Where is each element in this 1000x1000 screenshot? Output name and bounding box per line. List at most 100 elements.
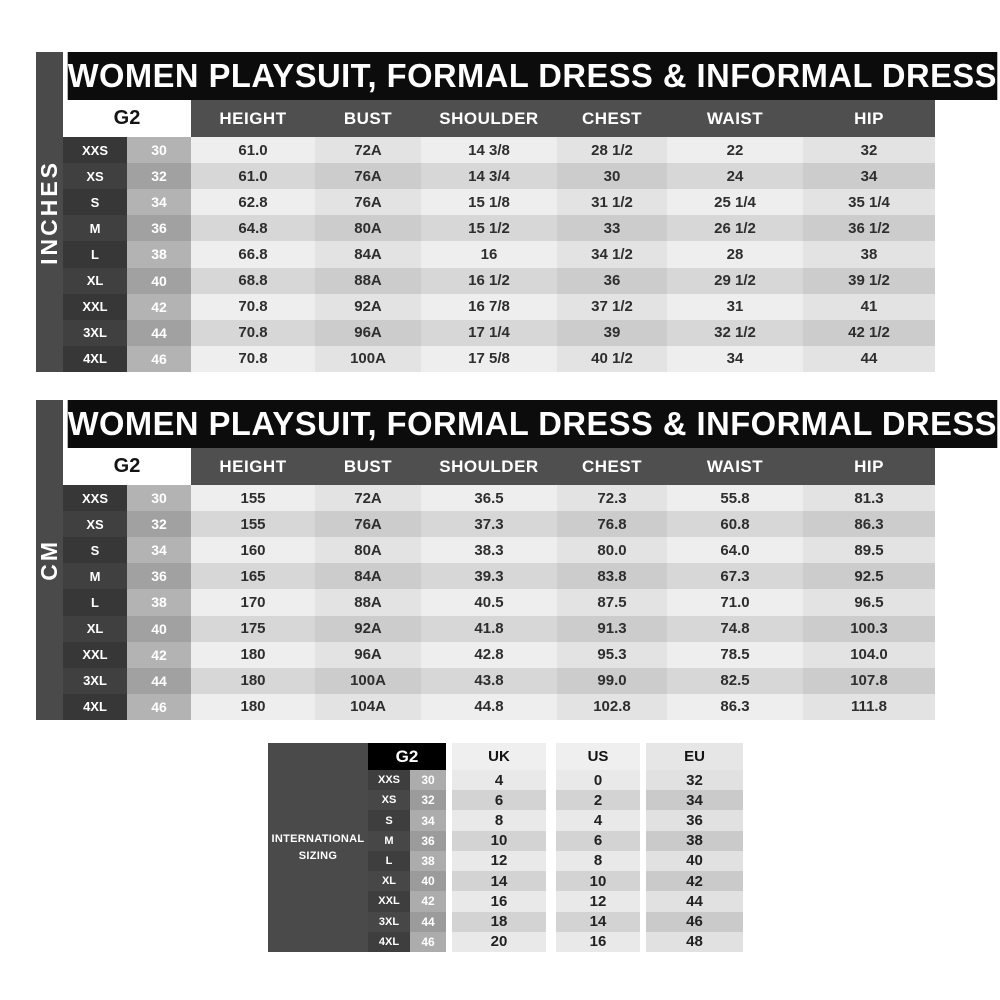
column-header-hip: HIP <box>803 100 935 137</box>
measurement-height: 155 <box>191 511 315 538</box>
measurement-hip: 89.5 <box>803 537 935 564</box>
column-gap <box>546 932 556 952</box>
measurement-height: 70.8 <box>191 293 315 320</box>
size-eu: 48 <box>646 931 743 952</box>
size-label: M <box>63 215 127 242</box>
measurement-bust: 92A <box>315 615 421 642</box>
size-us: 4 <box>556 810 640 831</box>
table-body: G2 UK US EU XXS 30 4 0 32 XS 32 6 2 34 S 34 8 4 36 M 36 10 6… <box>368 743 743 952</box>
measurement-shoulder: 42.8 <box>421 641 557 668</box>
measurement-bust: 84A <box>315 241 421 268</box>
size-row-4xl: 4XL 46 70.8 100A 17 5/8 40 1/2 34 44 <box>63 345 1000 372</box>
measurement-height: 70.8 <box>191 319 315 346</box>
size-label: XS <box>63 163 127 190</box>
column-header-hip: HIP <box>803 448 935 485</box>
g2-size-value: 38 <box>410 850 446 872</box>
column-header-height: HEIGHT <box>191 100 315 137</box>
size-label: 3XL <box>63 667 127 694</box>
size-uk: 12 <box>452 850 546 872</box>
size-label: XXL <box>368 891 410 912</box>
size-label: M <box>63 563 127 590</box>
size-uk: 20 <box>452 931 546 952</box>
column-header-chest: CHEST <box>557 100 667 137</box>
size-uk: 6 <box>452 790 546 811</box>
size-eu: 34 <box>646 790 743 811</box>
size-eu: 42 <box>646 871 743 892</box>
size-label: S <box>63 537 127 564</box>
column-header-row: G2 HEIGHT BUST SHOULDER CHEST WAIST HIP <box>63 448 1000 485</box>
size-uk: 14 <box>452 871 546 892</box>
cm-size-table: CM WOMEN PLAYSUIT, FORMAL DRESS & INFORM… <box>36 400 997 720</box>
measurement-shoulder: 43.8 <box>421 667 557 694</box>
size-label: S <box>63 189 127 216</box>
size-uk: 16 <box>452 891 546 912</box>
measurement-waist: 29 1/2 <box>667 267 803 294</box>
measurement-hip: 38 <box>803 241 935 268</box>
size-row-4xl: 4XL 46 180 104A 44.8 102.8 86.3 111.8 <box>63 693 1000 720</box>
size-label: 3XL <box>63 319 127 346</box>
measurement-bust: 92A <box>315 293 421 320</box>
measurement-chest: 83.8 <box>557 563 667 590</box>
measurement-bust: 76A <box>315 189 421 216</box>
measurement-waist: 22 <box>667 137 803 164</box>
column-header-chest: CHEST <box>557 448 667 485</box>
g2-size-value: 36 <box>127 563 191 590</box>
measurement-shoulder: 17 5/8 <box>421 345 557 372</box>
size-eu: 38 <box>646 830 743 851</box>
measurement-chest: 72.3 <box>557 485 667 512</box>
measurement-chest: 95.3 <box>557 641 667 668</box>
measurement-bust: 72A <box>315 137 421 164</box>
measurement-hip: 36 1/2 <box>803 215 935 242</box>
measurement-bust: 84A <box>315 563 421 590</box>
size-label: XXS <box>368 770 410 791</box>
size-us: 16 <box>556 931 640 952</box>
size-label: XXL <box>63 293 127 320</box>
g2-size-value: 44 <box>410 911 446 932</box>
measurement-chest: 30 <box>557 163 667 190</box>
measurement-chest: 87.5 <box>557 589 667 616</box>
size-eu: 32 <box>646 770 743 791</box>
group-header: G2 <box>63 448 191 485</box>
measurement-shoulder: 39.3 <box>421 563 557 590</box>
measurement-hip: 39 1/2 <box>803 267 935 294</box>
column-header-eu: EU <box>646 743 743 770</box>
measurement-hip: 104.0 <box>803 641 935 668</box>
measurement-height: 61.0 <box>191 163 315 190</box>
size-row-m: M 36 165 84A 39.3 83.8 67.3 92.5 <box>63 563 1000 590</box>
size-row-xl: XL 40 68.8 88A 16 1/2 36 29 1/2 39 1/2 <box>63 267 1000 294</box>
size-row-l: L 38 170 88A 40.5 87.5 71.0 96.5 <box>63 589 1000 616</box>
measurement-bust: 80A <box>315 537 421 564</box>
measurement-shoulder: 15 1/2 <box>421 215 557 242</box>
size-row-xl: XL 40 14 10 42 <box>368 871 743 892</box>
column-header-us: US <box>556 743 640 770</box>
measurement-shoulder: 41.8 <box>421 615 557 642</box>
column-gap <box>546 891 556 911</box>
measurement-height: 62.8 <box>191 189 315 216</box>
size-row-xxs: XXS 30 61.0 72A 14 3/8 28 1/2 22 32 <box>63 137 1000 164</box>
measurement-waist: 67.3 <box>667 563 803 590</box>
measurement-hip: 107.8 <box>803 667 935 694</box>
g2-size-value: 30 <box>127 485 191 512</box>
measurement-height: 180 <box>191 693 315 720</box>
table-title: WOMEN PLAYSUIT, FORMAL DRESS & INFORMAL … <box>67 52 997 100</box>
measurement-shoulder: 38.3 <box>421 537 557 564</box>
measurement-height: 64.8 <box>191 215 315 242</box>
measurement-chest: 34 1/2 <box>557 241 667 268</box>
size-label: 4XL <box>368 931 410 952</box>
size-eu: 36 <box>646 810 743 831</box>
measurement-bust: 100A <box>315 345 421 372</box>
g2-size-value: 30 <box>410 770 446 791</box>
size-row-xxl: XXL 42 180 96A 42.8 95.3 78.5 104.0 <box>63 641 1000 668</box>
g2-size-value: 42 <box>127 641 191 668</box>
size-label: XXL <box>63 641 127 668</box>
measurement-waist: 24 <box>667 163 803 190</box>
size-row-l: L 38 66.8 84A 16 34 1/2 28 38 <box>63 241 1000 268</box>
column-header-waist: WAIST <box>667 448 803 485</box>
size-label: XL <box>63 615 127 642</box>
g2-size-value: 32 <box>127 511 191 538</box>
measurement-shoulder: 16 7/8 <box>421 293 557 320</box>
measurement-chest: 40 1/2 <box>557 345 667 372</box>
size-row-xxl: XXL 42 16 12 44 <box>368 891 743 912</box>
measurement-bust: 96A <box>315 319 421 346</box>
measurement-waist: 31 <box>667 293 803 320</box>
